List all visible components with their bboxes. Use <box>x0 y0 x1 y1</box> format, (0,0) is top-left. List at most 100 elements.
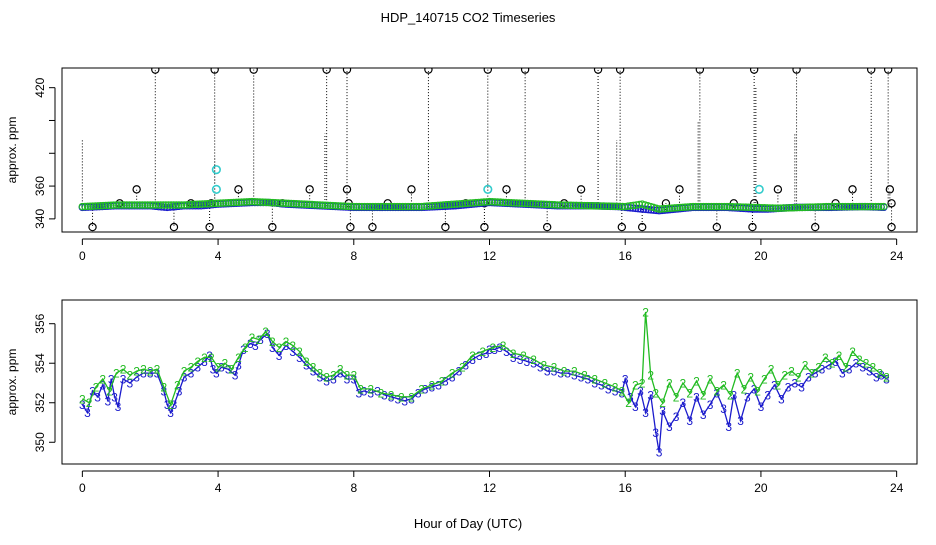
series-2-point: 2 <box>133 365 140 379</box>
series-2-point: 2 <box>618 384 625 398</box>
series-2-point <box>624 202 632 210</box>
series-2-point: 2 <box>707 373 714 387</box>
flag-high-point <box>483 68 493 74</box>
series-2-point <box>303 200 311 209</box>
series-2-point <box>203 200 212 208</box>
series-3-point: 3 <box>210 363 217 377</box>
series-2-point <box>350 202 358 211</box>
series-2-point: 2 <box>408 390 415 404</box>
series-3-point: 3 <box>551 365 558 379</box>
series-3-point: 3 <box>89 384 96 398</box>
series-3-point: 3 <box>673 410 680 424</box>
series-3-point: 3 <box>296 351 303 365</box>
series-2-point: 2 <box>276 341 283 355</box>
series-3-point: 3 <box>247 337 254 351</box>
series-2-point <box>99 201 107 210</box>
series-2-point <box>578 201 586 210</box>
series-2-point: 2 <box>815 361 822 375</box>
flag-mid-point <box>342 185 352 194</box>
series-3-point: 3 <box>571 369 578 383</box>
series-2-point <box>109 201 118 209</box>
series-2-point <box>811 203 820 211</box>
series-2-point: 2 <box>160 380 167 394</box>
series-2-point <box>474 198 483 207</box>
series-2-point <box>553 201 562 209</box>
series-2-point <box>274 199 282 207</box>
series-2-point <box>258 198 267 206</box>
series-2-point <box>844 202 852 211</box>
series-2-point <box>211 199 220 208</box>
series-2-point <box>575 201 583 210</box>
series-2-point <box>741 203 750 211</box>
series-2-point: 2 <box>540 359 547 373</box>
top-plot-area <box>78 68 896 232</box>
series-2-point: 2 <box>154 363 161 377</box>
series-2-point <box>352 202 361 211</box>
series-2-point <box>94 202 102 210</box>
series-3-point: 3 <box>428 380 435 394</box>
series-2-point: 2 <box>86 396 93 410</box>
series-3-point: 3 <box>612 384 619 398</box>
top-panel: 0 4 8 12 16 20 24 340 360 420 approx. ppm <box>5 67 918 263</box>
flag-high-point <box>749 68 759 74</box>
series-3-point: 3 <box>442 375 449 389</box>
series-2-point <box>736 203 745 211</box>
series-2-point <box>347 202 355 211</box>
series-2-point <box>523 199 532 208</box>
series-3-point: 3 <box>725 420 732 434</box>
flag-high-point <box>615 68 625 74</box>
series-2-point <box>331 201 340 210</box>
series-2-point <box>154 201 162 209</box>
flag-bottom-point <box>169 222 179 232</box>
series-2-point: 2 <box>822 351 829 365</box>
series-3-point: 3 <box>225 363 232 377</box>
series-2-point <box>180 201 188 209</box>
series-2-point: 2 <box>249 331 256 345</box>
series-2-point: 2 <box>283 335 290 349</box>
series-2-point <box>423 202 431 210</box>
series-2-point <box>224 199 233 207</box>
series-2-point <box>658 205 666 213</box>
series-2-point <box>529 200 537 208</box>
series-2-point <box>339 202 348 210</box>
series-2-point <box>196 200 204 208</box>
series-2-point: 2 <box>802 359 809 373</box>
series-3-point: 3 <box>805 371 812 385</box>
series-2-point: 2 <box>317 367 324 381</box>
series-3-point: 3 <box>652 426 659 440</box>
bottom-x-tick-label: 0 <box>79 481 86 495</box>
series-3-point: 3 <box>686 414 693 428</box>
series-3-point: 3 <box>276 349 283 363</box>
series-2-point <box>282 199 290 208</box>
series-2-point <box>89 202 97 210</box>
series-2-point: 2 <box>398 390 405 404</box>
series-2-point <box>227 198 235 207</box>
series-2-point <box>588 202 597 210</box>
series-2-point: 2 <box>194 355 201 369</box>
series-3-point: 3 <box>839 367 846 381</box>
series-3-point: 3 <box>235 359 242 373</box>
series-3-point: 3 <box>232 369 239 383</box>
flag-mid-point <box>305 185 314 194</box>
series-3-point: 3 <box>764 388 771 402</box>
series-3-point: 3 <box>832 355 839 369</box>
series-2-point: 2 <box>652 386 659 400</box>
series-2-point <box>540 200 548 209</box>
series-2-point <box>379 202 388 211</box>
series-2-point <box>222 199 230 207</box>
series-2-point <box>398 202 407 211</box>
series-2-point <box>871 202 880 211</box>
series-3-point: 3 <box>544 365 551 379</box>
series-3-line <box>81 332 887 453</box>
bottom-x-tick-label: 16 <box>619 481 633 495</box>
flag-high-point <box>151 68 160 74</box>
flag-low-point <box>887 199 896 208</box>
series-2-point <box>329 201 337 210</box>
series-3-point: 3 <box>819 363 826 377</box>
series-2-point <box>605 202 613 210</box>
series-3-point: 3 <box>486 343 493 357</box>
series-3-point: 3 <box>785 380 792 394</box>
series-3-point: 3 <box>154 367 161 381</box>
top-plot-frame <box>61 67 918 233</box>
